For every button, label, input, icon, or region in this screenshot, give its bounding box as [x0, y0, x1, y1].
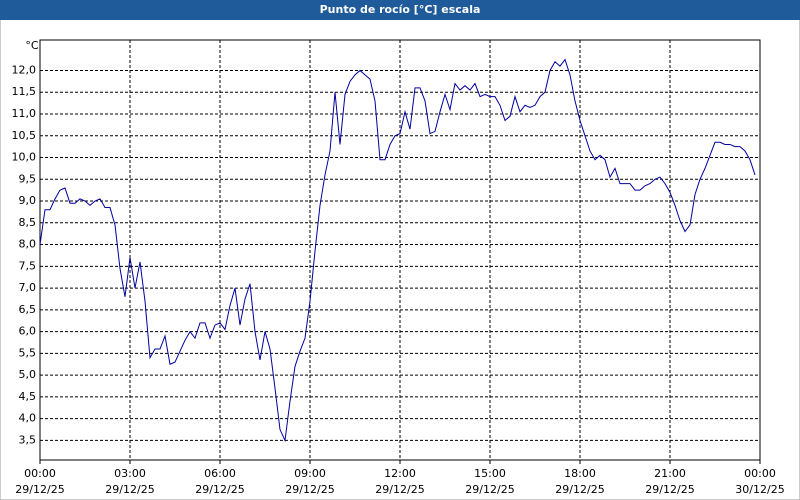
y-tick-label: 5,0: [19, 368, 37, 381]
y-tick-label: 6,0: [19, 325, 37, 338]
y-tick-label: 9,0: [19, 194, 37, 207]
x-tick-date: 29/12/25: [195, 483, 244, 496]
chart-title: Punto de rocío [°C] escala: [320, 3, 481, 16]
x-tick-label: 09:00: [294, 467, 326, 480]
y-tick-label: 5,5: [19, 346, 37, 359]
y-tick-label: 10,5: [12, 129, 37, 142]
y-tick-label: 9,5: [19, 172, 37, 185]
series-line: [39, 58, 756, 443]
x-tick-label: 21:00: [654, 467, 686, 480]
y-tick-label: 7,0: [19, 281, 37, 294]
x-tick-label: 03:00: [114, 467, 146, 480]
x-tick-date: 29/12/25: [465, 483, 514, 496]
x-tick-label: 00:00: [744, 467, 776, 480]
x-tick-label: 12:00: [384, 467, 416, 480]
y-axis-unit: °C: [25, 39, 39, 52]
title-bar: [0, 0, 800, 20]
y-tick-label: 11,0: [12, 107, 37, 120]
x-tick-date: 30/12/25: [735, 483, 784, 496]
y-tick-label: 10,0: [12, 151, 37, 164]
x-tick-date: 29/12/25: [555, 483, 604, 496]
y-tick-label: 8,5: [19, 216, 37, 229]
x-tick-date: 29/12/25: [375, 483, 424, 496]
y-tick-label: 8,0: [19, 238, 37, 251]
x-tick-label: 18:00: [564, 467, 596, 480]
y-tick-label: 6,5: [19, 303, 37, 316]
y-tick-label: 3,5: [19, 433, 37, 446]
y-tick-label: 4,5: [19, 390, 37, 403]
y-tick-label: 11,5: [12, 85, 37, 98]
y-tick-label: 7,5: [19, 259, 37, 272]
x-tick-date: 29/12/25: [105, 483, 154, 496]
y-tick-label: 12,0: [12, 63, 37, 76]
x-tick-label: 15:00: [474, 467, 506, 480]
x-tick-label: 00:00: [24, 467, 56, 480]
x-tick-date: 29/12/25: [285, 483, 334, 496]
x-tick-date: 29/12/25: [645, 483, 694, 496]
x-tick-date: 29/12/25: [15, 483, 64, 496]
y-tick-label: 4,0: [19, 412, 37, 425]
x-tick-label: 06:00: [204, 467, 236, 480]
